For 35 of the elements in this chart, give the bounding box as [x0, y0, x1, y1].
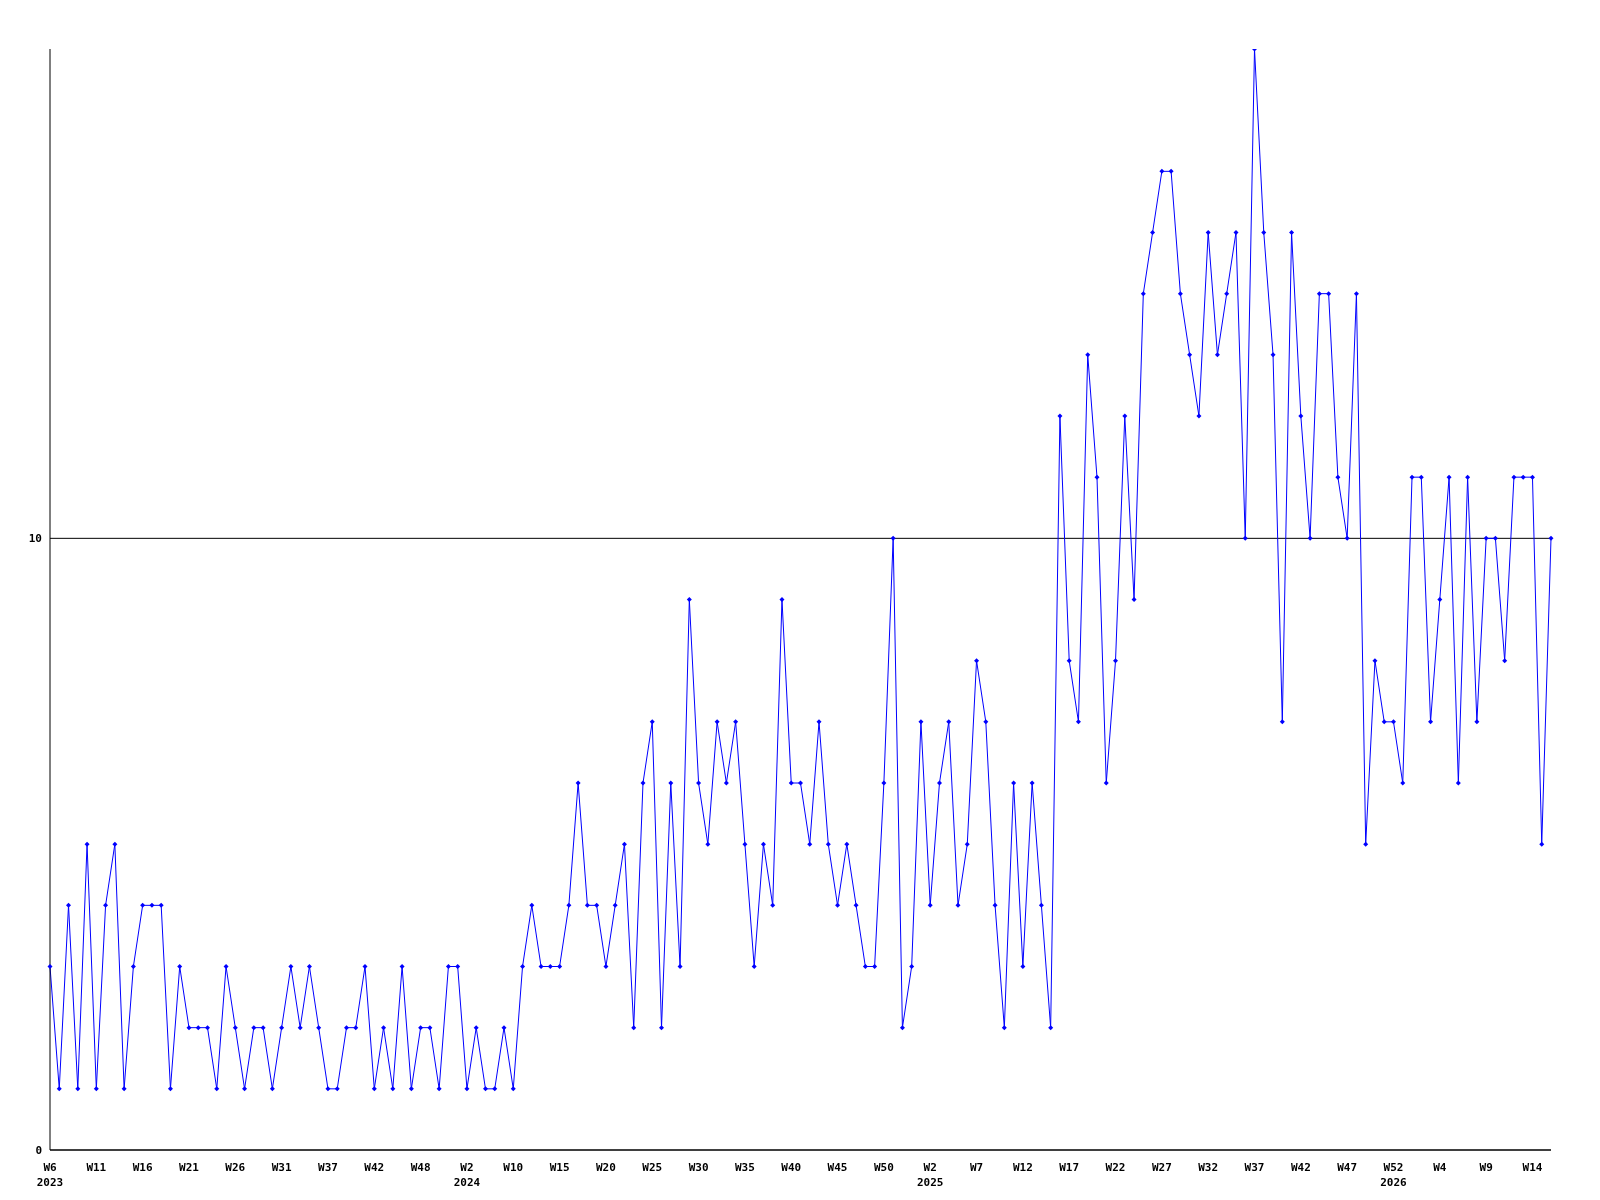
x-tick-label: W10: [503, 1161, 524, 1174]
x-tick-label: W30: [688, 1161, 709, 1174]
y-tick-label: 0: [35, 1143, 42, 1157]
x-tick-label: W45: [827, 1161, 848, 1174]
y-tick-label: 10: [28, 532, 42, 546]
x-tick-label: W4: [1433, 1161, 1447, 1174]
x-tick-label: W26: [225, 1161, 246, 1174]
x-tick-label: W9: [1479, 1161, 1493, 1174]
x-tick-label: W37: [1244, 1161, 1265, 1174]
x-tick-label: W47: [1337, 1161, 1358, 1174]
x-tick-label: W12: [1012, 1161, 1033, 1174]
x-tick-label: W2 2024: [453, 1161, 481, 1189]
x-tick-label: W35: [734, 1161, 755, 1174]
x-tick-label: W7: [969, 1161, 984, 1174]
x-tick-label: W50: [873, 1161, 894, 1174]
x-tick-label: W37: [318, 1161, 338, 1174]
x-tick-label: W42: [1290, 1161, 1311, 1174]
x-tick-label: W25: [642, 1161, 663, 1174]
x-tick-label: W32: [1198, 1161, 1219, 1174]
x-tick-label: W15: [549, 1161, 570, 1174]
x-tick-label: W2 2025: [916, 1161, 944, 1189]
x-tick-label: W21: [179, 1161, 200, 1174]
x-tick-label: W17: [1059, 1161, 1080, 1174]
x-tick-label: W22: [1105, 1161, 1126, 1174]
x-tick-label: W52 2026: [1380, 1161, 1408, 1189]
x-tick-label: W11: [86, 1161, 107, 1174]
x-tick-label: W16: [132, 1161, 153, 1174]
x-tick-label: W42: [364, 1161, 385, 1174]
x-tick-label: W31: [271, 1161, 292, 1174]
x-tick-label: W27: [1151, 1161, 1172, 1174]
x-tick-label: W6 2023: [36, 1161, 64, 1189]
x-tick-label: W14: [1522, 1161, 1543, 1174]
x-tick-label: W40: [781, 1161, 802, 1174]
x-tick-label: W20: [595, 1161, 616, 1174]
x-tick-label: W48: [410, 1161, 431, 1174]
